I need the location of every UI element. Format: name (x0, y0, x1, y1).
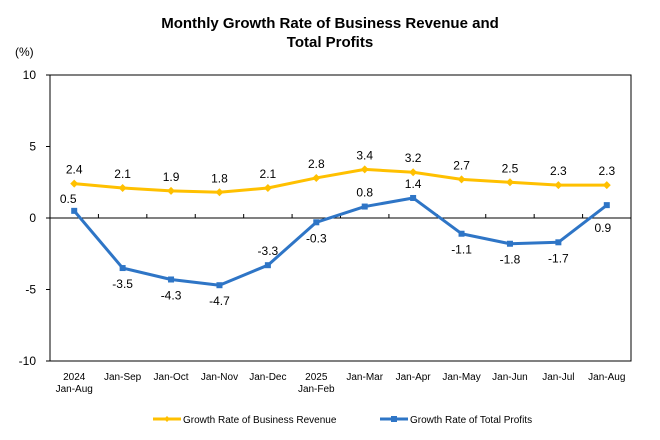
data-label: -0.3 (306, 231, 327, 245)
data-point (312, 173, 321, 182)
data-label: -3.3 (258, 244, 279, 258)
data-label: 1.8 (211, 171, 228, 185)
data-label: 2.1 (260, 167, 277, 181)
data-point (602, 181, 611, 190)
y-tick-label: -5 (25, 283, 36, 297)
x-tick-label: Jan-Oct (154, 372, 189, 383)
data-point (554, 181, 563, 190)
data-label: 2.3 (598, 164, 615, 178)
data-point (313, 219, 320, 226)
data-label: 2.8 (308, 157, 325, 171)
data-label: -3.5 (112, 277, 133, 291)
data-label: 2.1 (114, 167, 131, 181)
data-point (168, 276, 175, 283)
data-point (119, 265, 126, 272)
y-tick-label: 10 (23, 68, 37, 82)
legend-marker (164, 416, 170, 422)
data-point (457, 175, 466, 184)
series-group: 2.4 2.1 1.9 1.8 2.1 2.8 3.4 3.2 2.7 2.5 2.3 2.3 0.5 -… (60, 148, 616, 308)
legend-item: Growth Rate of Business Revenue (153, 415, 337, 426)
x-tick-label: Jan-Jun (492, 372, 528, 383)
x-tick-label: Jan-Dec (249, 372, 286, 383)
data-label: -1.8 (500, 253, 521, 267)
data-point (70, 179, 79, 188)
data-point (361, 203, 368, 210)
data-label: 0.9 (594, 221, 611, 235)
data-label: -1.1 (451, 243, 472, 257)
data-point (409, 168, 418, 177)
x-tick-label: 2025 Jan-Feb (298, 372, 335, 395)
series-total-profits: 0.5 -3.5 -4.3 -4.7 -3.3 -0.3 0.8 1.4 -1.1 -1.8 -1.… (60, 177, 612, 308)
data-point (603, 202, 610, 209)
data-point (216, 282, 223, 289)
data-label: -4.3 (161, 288, 182, 302)
data-label: 2.5 (502, 161, 519, 175)
data-label: 0.8 (356, 186, 373, 200)
x-tick-label: 2024 Jan-Aug (56, 372, 93, 395)
data-point (458, 230, 465, 237)
x-tick-label: Jan-Nov (201, 372, 238, 383)
x-tick-label: Jan-Sep (104, 372, 142, 383)
series-business-revenue: 2.4 2.1 1.9 1.8 2.1 2.8 3.4 3.2 2.7 2.5 2.3 2.3 (66, 148, 615, 197)
legend-item: Growth Rate of Total Profits (380, 415, 532, 426)
data-label: 0.5 (60, 192, 77, 206)
y-tick-label: -10 (19, 354, 37, 368)
x-tick-label: Jan-Aug (588, 372, 625, 383)
data-label: 2.7 (453, 158, 470, 172)
data-point (555, 239, 562, 246)
data-label: 3.4 (356, 148, 373, 162)
data-point (410, 194, 417, 201)
data-label: -4.7 (209, 294, 230, 308)
data-point (506, 240, 513, 247)
legend-marker (391, 416, 397, 422)
data-point (215, 188, 224, 197)
series-line (74, 167, 607, 194)
data-point (263, 183, 272, 192)
data-point (118, 183, 127, 192)
chart-title-line-2: Total Profits (287, 34, 373, 51)
legend-label: Growth Rate of Business Revenue (183, 415, 337, 426)
legend-label: Growth Rate of Total Profits (410, 415, 532, 426)
data-label: 1.9 (163, 170, 180, 184)
data-label: 3.2 (405, 151, 422, 165)
y-axis-unit: (%) (15, 45, 34, 59)
data-label: 2.4 (66, 163, 83, 177)
x-tick-label: Jan-May (442, 372, 480, 383)
x-tick-label: Jan-Apr (396, 372, 432, 383)
data-label: -1.7 (548, 251, 569, 265)
data-point (360, 165, 369, 174)
x-tick-label: Jan-Mar (346, 372, 383, 383)
chart-title-line-1: Monthly Growth Rate of Business Revenue … (161, 15, 499, 32)
data-point (505, 178, 514, 187)
legend: Growth Rate of Business Revenue Growth Ra… (153, 415, 532, 426)
data-point (264, 262, 271, 269)
y-tick-label: 0 (29, 211, 36, 225)
y-tick-label: 5 (29, 140, 36, 154)
x-tick-label: Jan-Jul (542, 372, 574, 383)
data-point (71, 207, 78, 214)
data-label: 2.3 (550, 164, 567, 178)
axes: 10 5 0 -5 -10 2024 Jan-Aug Jan-Sep Jan-Oct Jan-No… (19, 68, 632, 395)
series-line (73, 196, 608, 287)
data-point (167, 186, 176, 195)
data-label: 1.4 (405, 177, 422, 191)
